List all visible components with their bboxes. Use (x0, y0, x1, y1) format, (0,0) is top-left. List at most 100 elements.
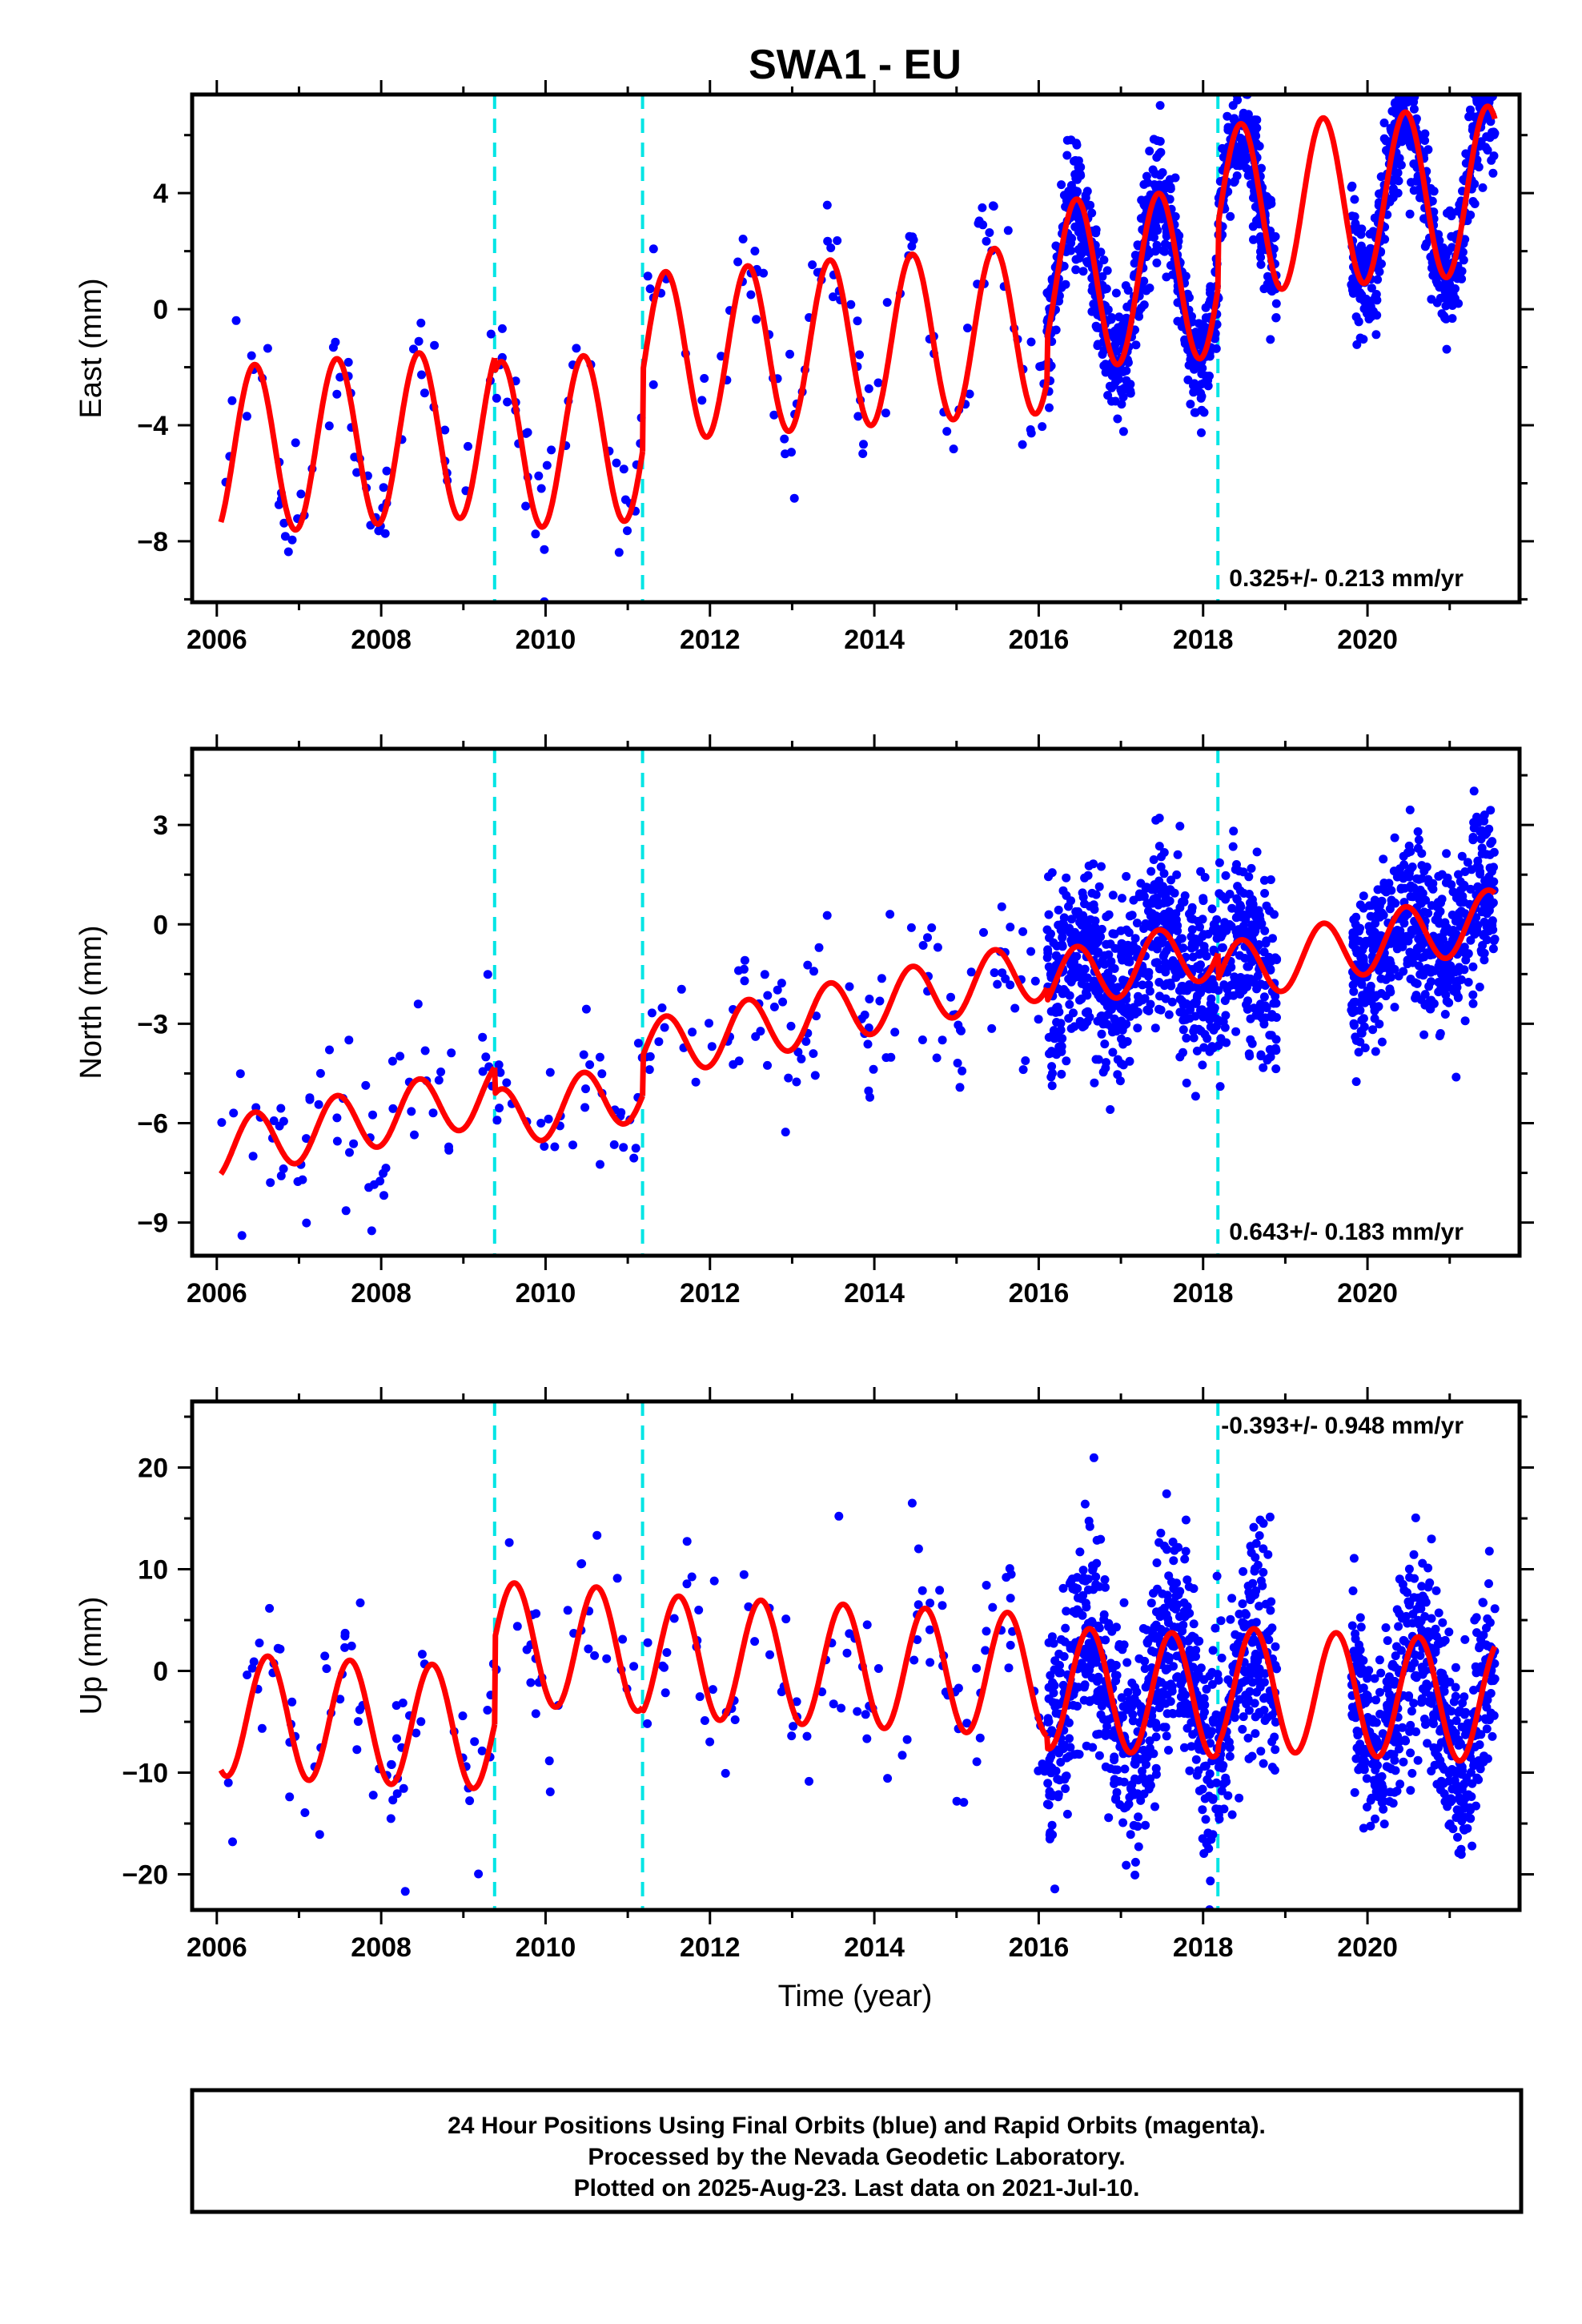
data-point (1129, 1003, 1138, 1012)
data-point (1005, 1564, 1014, 1574)
data-point (1380, 235, 1390, 244)
data-point (1367, 283, 1376, 293)
data-point (1069, 1008, 1078, 1018)
data-point (809, 967, 818, 976)
data-point (1110, 1026, 1120, 1035)
data-point (1062, 1771, 1071, 1781)
data-point (1018, 927, 1028, 936)
data-point (1149, 855, 1158, 864)
data-point (1062, 891, 1071, 900)
data-point (1219, 923, 1228, 933)
data-point (1233, 147, 1242, 157)
data-point (1151, 1634, 1160, 1643)
data-point (1110, 943, 1120, 953)
data-point (1356, 1622, 1366, 1632)
data-point (978, 203, 987, 212)
data-point (1191, 1646, 1201, 1655)
data-point (834, 1511, 844, 1521)
plot-frame (190, 92, 1522, 605)
data-point (1197, 405, 1207, 415)
data-point (1156, 1625, 1166, 1634)
data-point (1431, 1586, 1441, 1595)
data-point (1359, 957, 1368, 967)
data-point (1102, 912, 1111, 922)
data-point (1399, 1757, 1408, 1767)
data-point (1448, 926, 1458, 935)
y-tick-label: 4 (153, 179, 168, 209)
data-point (886, 1052, 896, 1062)
data-point (1375, 899, 1385, 908)
data-point (1435, 1029, 1445, 1038)
data-point (1203, 1034, 1212, 1043)
data-point (1354, 1047, 1363, 1057)
data-point (789, 493, 799, 503)
data-point (1110, 1733, 1120, 1743)
data-point (1473, 856, 1483, 866)
data-point (1417, 849, 1427, 858)
data-point (660, 1023, 669, 1032)
data-point (1130, 1774, 1139, 1783)
data-point (430, 340, 440, 350)
data-point (387, 1760, 396, 1769)
data-point (1411, 1727, 1421, 1736)
data-point (998, 968, 1007, 978)
data-point (1359, 1014, 1368, 1023)
data-point (1419, 1715, 1429, 1723)
x-tick-label: 2014 (844, 625, 905, 655)
data-point (1185, 1766, 1195, 1775)
data-point (1081, 191, 1090, 200)
model-fit-segment-5 (1215, 887, 1497, 995)
data-point (1118, 1702, 1128, 1711)
data-point (1151, 1763, 1161, 1773)
data-point (1103, 391, 1113, 400)
data-point (1464, 978, 1473, 987)
data-point (1400, 71, 1409, 80)
data-point (789, 1722, 798, 1731)
y-tick-label: 0 (153, 910, 168, 940)
data-point (414, 336, 424, 346)
data-point (907, 1498, 917, 1508)
data-point (1091, 321, 1101, 331)
data-point (1186, 1742, 1196, 1751)
data-point (1190, 408, 1199, 417)
data-point (474, 1869, 484, 1879)
data-point (1227, 903, 1237, 913)
data-point (1150, 1718, 1159, 1727)
data-point (1460, 867, 1470, 876)
data-point (1436, 1738, 1446, 1747)
data-point (705, 1019, 713, 1028)
data-point (1256, 252, 1266, 262)
data-point (1026, 425, 1035, 434)
data-point (682, 1579, 692, 1589)
data-point (1375, 966, 1384, 975)
data-point (1160, 239, 1170, 249)
data-point (853, 316, 862, 326)
data-point (1262, 1003, 1271, 1012)
data-point (1066, 1743, 1075, 1752)
data-point (1182, 1033, 1191, 1043)
data-point (1484, 31, 1492, 40)
data-point (1195, 1744, 1204, 1754)
data-point (1056, 1758, 1066, 1767)
data-point (1376, 1668, 1386, 1678)
data-point (1235, 900, 1245, 910)
data-point (733, 257, 743, 267)
data-point (1394, 176, 1403, 186)
data-point (590, 1651, 600, 1660)
data-point (1140, 994, 1150, 1003)
data-point (249, 1657, 259, 1667)
data-point (1173, 926, 1182, 935)
data-point (1146, 899, 1156, 908)
data-point (1102, 266, 1112, 275)
data-point (1074, 163, 1083, 172)
data-point (534, 471, 544, 480)
data-point (522, 1645, 532, 1655)
data-point (1204, 984, 1214, 994)
data-point (965, 389, 974, 399)
data-point (654, 1037, 664, 1047)
data-point (677, 984, 686, 994)
data-point (1217, 1786, 1227, 1795)
data-point (1257, 919, 1267, 928)
data-point (1118, 894, 1126, 903)
data-point (797, 1054, 806, 1063)
